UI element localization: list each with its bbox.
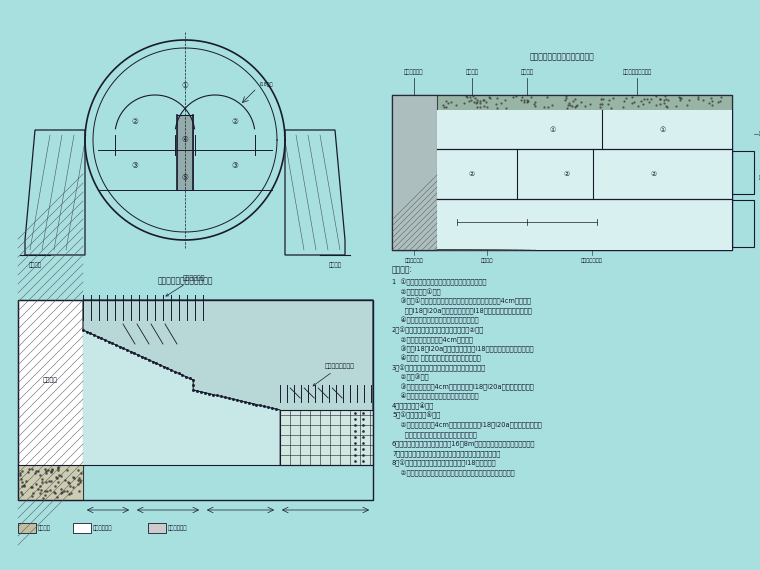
Text: 8、①根据监控量测细菌分析，拆除剩余I18临时馒架。: 8、①根据监控量测细菌分析，拆除剩余I18临时馒架。 (392, 459, 496, 467)
Text: 临时支护之喷混凝土: 临时支护之喷混凝土 (759, 131, 760, 136)
Text: ②: ② (563, 171, 570, 177)
Text: ④: ④ (182, 136, 188, 145)
Text: 装部超前支护: 装部超前支护 (166, 275, 205, 296)
Text: 新增二次衬砌: 新增二次衬砌 (404, 258, 423, 263)
Text: 临时钢架: 临时钢架 (29, 262, 42, 268)
Text: ②: ② (651, 171, 657, 177)
Text: 隧道填充: 隧道填充 (481, 258, 493, 263)
Polygon shape (83, 300, 373, 465)
Bar (73, 523, 91, 533)
Text: 新增二次衬砌: 新增二次衬砌 (404, 70, 424, 75)
Text: ②: ② (232, 117, 239, 127)
Text: 4、揘通轮开挖④部。: 4、揘通轮开挖④部。 (392, 402, 434, 410)
Text: 初期支护之钢拱: 初期支护之钢拱 (581, 258, 603, 263)
Bar (280, 410, 373, 465)
Text: 隧道填充: 隧道填充 (521, 70, 534, 75)
Bar (18, 300, 373, 500)
Text: ④给设径向锥杆后复噴混凝土至设计厚度。: ④给设径向锥杆后复噴混凝土至设计厚度。 (392, 393, 479, 400)
Text: 初期支护之喷混凝土: 初期支护之喷混凝土 (622, 70, 651, 75)
Text: 5、①揘通轮开挖⑤部。: 5、①揘通轮开挖⑤部。 (392, 412, 440, 419)
Text: 隧道填充: 隧道填充 (38, 525, 51, 531)
Text: 边墙基砼: 边墙基砼 (465, 70, 479, 75)
Bar (18, 523, 36, 533)
Bar (732, 201, 754, 247)
Text: ②导坑底部初噴回4cm混凝土，安设架立I18和I20a馒架或格栅馒架使: ②导坑底部初噴回4cm混凝土，安设架立I18和I20a馒架或格栅馒架使 (392, 421, 542, 428)
Text: ①: ① (549, 127, 556, 133)
Bar (732, 151, 754, 194)
Text: 导坑初部超前支护: 导坑初部超前支护 (313, 364, 355, 386)
Text: ③: ③ (232, 161, 239, 169)
Text: 3、①利用上一循环架立初馒架端作驿道超前支护。: 3、①利用上一循环架立初馒架端作驿道超前支护。 (392, 364, 486, 372)
Text: I18钢架: I18钢架 (259, 82, 273, 87)
Text: 初期初期支护: 初期初期支护 (168, 525, 188, 531)
Bar (18, 300, 83, 500)
Bar (148, 523, 166, 533)
Text: 6、逐段拆除通过已完成二次衬研16－8m范围内两侧壁底部临时馒架单元。: 6、逐段拆除通过已完成二次衬研16－8m范围内两侧壁底部临时馒架单元。 (392, 441, 535, 447)
Text: ②: ② (131, 117, 138, 127)
Text: 初期支护之钢拱: 初期支护之钢拱 (759, 174, 760, 180)
Text: 1  ①利作上一循环架立初馒架端作驿道超前支护。: 1 ①利作上一循环架立初馒架端作驿道超前支护。 (392, 279, 486, 286)
Text: ②: ② (469, 171, 475, 177)
Text: 2、①清房于工部一段足高后，揘通轮开挖②部。: 2、①清房于工部一段足高后，揘通轮开挖②部。 (392, 327, 484, 333)
Bar (392, 95, 437, 250)
Text: ②导坑周边部分初噴回4cm混凝土。: ②导坑周边部分初噴回4cm混凝土。 (392, 336, 473, 343)
Text: ③增长I18和I20a馒架或格栅馒架及I18临时馒架，并设馒脚锥杆。: ③增长I18和I20a馒架或格栅馒架及I18临时馒架，并设馒脚锥杆。 (392, 345, 534, 353)
Text: ②利用衬砚台车尽早一次性灶注二次衬砚（新增部可时施作）。: ②利用衬砚台车尽早一次性灶注二次衬砚（新增部可时施作）。 (392, 469, 515, 475)
Text: ③施作①部导坑周边的初期支护和临时支护，初初噴回4cm混凝土，: ③施作①部导坑周边的初期支护和临时支护，初初噴回4cm混凝土， (392, 298, 531, 305)
Text: 临时钢架: 临时钢架 (328, 262, 341, 268)
Text: ②开挖③部。: ②开挖③部。 (392, 374, 429, 381)
Text: ⑤: ⑤ (182, 173, 188, 182)
Bar (177, 115, 193, 190)
Text: ③导坑周边初噴回4cm混凝土，架立I18和I20a馒架或格栅馒架。: ③导坑周边初噴回4cm混凝土，架立I18和I20a馒架或格栅馒架。 (392, 384, 534, 390)
Text: ③: ③ (131, 161, 138, 169)
Bar (392, 95, 732, 250)
Text: 施工工序:: 施工工序: (392, 265, 413, 274)
Text: ④给设径向锥杆后复噴混凝土至设计厚度。: ④给设径向锥杆后复噴混凝土至设计厚度。 (392, 317, 479, 324)
Text: 7、覆就底部仰拱及驿道填充（仰拱及驿道填充分次施作）。: 7、覆就底部仰拱及驿道填充（仰拱及驿道填充分次施作）。 (392, 450, 500, 457)
Text: 初期二次衬砌: 初期二次衬砌 (93, 525, 112, 531)
Bar (437, 95, 732, 110)
Text: 双侧壁导坑施工工序平面示意图: 双侧壁导坑施工工序平面示意图 (530, 52, 594, 62)
Text: 馒架封闭成环，复噴混凝土至设计厚度。: 馒架封闭成环，复噴混凝土至设计厚度。 (392, 431, 477, 438)
Text: ①: ① (182, 80, 188, 89)
Text: ②揘通轮开挖①部。: ②揘通轮开挖①部。 (392, 288, 441, 296)
Bar (18, 465, 83, 500)
Bar (83, 300, 373, 465)
Text: 双侧壁导坑施工工序横断面: 双侧壁导坑施工工序横断面 (157, 276, 213, 285)
Text: 二次衬砌: 二次衬砌 (43, 377, 58, 383)
Text: ④给设系 的锥杆后复噴混凝土至设计厚度。: ④给设系 的锥杆后复噴混凝土至设计厚度。 (392, 355, 480, 362)
Text: 架立I18和I20a馒架或格栅馒架及I18临时馒架，并设馒脚锥杆。: 架立I18和I20a馒架或格栅馒架及I18临时馒架，并设馒脚锥杆。 (392, 307, 532, 314)
Text: ①: ① (659, 127, 665, 133)
Bar (437, 110, 732, 250)
